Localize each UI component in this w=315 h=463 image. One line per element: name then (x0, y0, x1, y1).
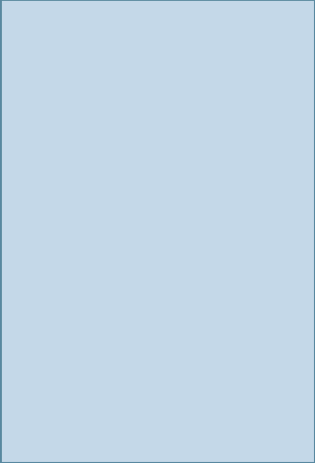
Text: OFF: OFF (291, 197, 311, 207)
Bar (158, 315, 314, 338)
Bar (287, 4, 313, 24)
Text: |<: |< (147, 70, 159, 81)
Bar (12, 46, 22, 54)
Text: 5 min.: 5 min. (278, 372, 311, 382)
Text: Thermostat 1: Thermostat 1 (241, 122, 311, 132)
Bar (0, 165, 315, 189)
Text: Matalahälytyksen viive: Matalahälytyksen viive (5, 372, 125, 382)
Bar (0, 62, 315, 90)
Ellipse shape (136, 435, 180, 457)
Bar (158, 265, 314, 288)
Text: 25.0 °C: 25.0 °C (272, 247, 311, 257)
Bar (0, 28, 315, 62)
Bar (168, 66, 194, 86)
Bar (0, 214, 315, 239)
Text: 5 min.: 5 min. (278, 297, 311, 307)
Bar (0, 339, 315, 364)
Text: <: < (177, 71, 185, 81)
Bar (158, 340, 314, 363)
Text: -80.0 °C: -80.0 °C (268, 347, 311, 357)
Bar (231, 4, 257, 24)
Text: Termostaatin nimi: Termostaatin nimi (5, 122, 99, 132)
Bar (0, 27, 315, 28)
Bar (0, 89, 315, 90)
Text: Mitattu tila: Mitattu tila (5, 197, 62, 207)
Text: +: + (264, 71, 274, 81)
Bar (256, 66, 282, 86)
Text: Katkaisun lämpötila: Katkaisun lämpötila (5, 222, 108, 232)
Text: 🔧: 🔧 (154, 439, 162, 452)
Text: Thermostat 1 L...: Thermostat 1 L... (222, 397, 311, 407)
Bar (158, 216, 314, 238)
Ellipse shape (11, 435, 53, 457)
Text: Matalahälytyksen teksti: Matalahälytyksen teksti (5, 397, 130, 407)
Text: 250.0 °C: 250.0 °C (266, 172, 311, 182)
Bar (259, 4, 285, 24)
Bar (4, 31, 30, 57)
Text: Korkeahälytyksen teksti: Korkeahälytyksen teksti (5, 322, 130, 332)
Text: Korkeahälytyksen viive: Korkeahälytyksen viive (5, 297, 125, 307)
Text: Konfig. Termostaatti 1: Konfig. Termostaatti 1 (36, 38, 203, 51)
Bar (158, 240, 314, 263)
Text: Valitse anturi: Valitse anturi (5, 147, 74, 157)
Bar (0, 90, 315, 115)
Bar (3, 4, 23, 24)
Bar (0, 264, 315, 289)
Bar (0, 189, 315, 214)
Text: 22.0 °C: 22.0 °C (272, 222, 311, 232)
Text: Thermostat 1 Hi...: Thermostat 1 Hi... (217, 322, 311, 332)
Bar (0, 239, 315, 264)
Text: Näytä yleiskatsauksessa: Näytä yleiskatsauksessa (5, 97, 133, 107)
Bar (0, 414, 315, 429)
Bar (0, 364, 315, 389)
Text: 35.0 °C: 35.0 °C (272, 272, 311, 282)
Text: Mitattu lämpötila: Mitattu lämpötila (5, 172, 94, 182)
Ellipse shape (286, 433, 304, 453)
Bar (0, 314, 315, 339)
Bar (0, 429, 315, 463)
Bar (265, 9, 277, 19)
Bar (0, 0, 315, 28)
Text: ⚿: ⚿ (28, 439, 36, 453)
Bar (196, 66, 254, 86)
Bar (0, 289, 315, 314)
Bar (158, 141, 314, 163)
Text: Ei: Ei (301, 97, 311, 107)
Bar (265, 9, 277, 19)
Bar (0, 61, 315, 62)
Bar (158, 365, 314, 388)
Text: Matalahälytyksen raja: Matalahälytyksen raja (5, 347, 121, 357)
Text: ✕: ✕ (295, 7, 305, 20)
Text: Slisä1: Slisä1 (280, 147, 311, 157)
Text: 00:000 AK-PC 781A: 00:000 AK-PC 781A (28, 7, 141, 20)
Bar (158, 390, 314, 413)
Bar (0, 389, 315, 414)
Text: Korkeahälytyksen raja: Korkeahälytyksen raja (5, 272, 121, 282)
Bar (158, 116, 314, 139)
Bar (0, 140, 315, 165)
Text: Kytkentälämpötila: Kytkentälämpötila (5, 247, 100, 257)
Bar (223, 68, 227, 84)
Bar (0, 115, 315, 140)
Bar (140, 66, 166, 86)
Bar (158, 290, 314, 313)
